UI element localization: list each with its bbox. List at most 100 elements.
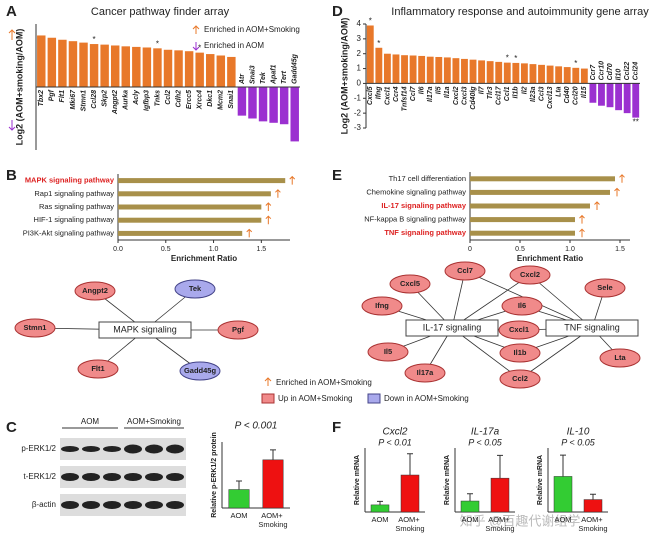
band [61, 473, 79, 481]
bar [121, 46, 130, 87]
bar [606, 83, 614, 108]
category-label: Il5 [436, 86, 443, 94]
bar [598, 83, 605, 106]
gene-node [217, 320, 259, 340]
band [82, 473, 100, 481]
bar [262, 459, 284, 509]
bar [184, 51, 194, 87]
node-label: Cxcl5 [400, 279, 420, 288]
category-label: TNF signaling pathway [384, 228, 467, 237]
bar [486, 61, 494, 84]
y-tick-label: -2 [354, 108, 362, 117]
node-label: Pgf [232, 325, 245, 334]
category-label: IL-17 signaling pathway [381, 201, 466, 210]
panel-label: C [6, 419, 17, 436]
significance: * [156, 39, 159, 48]
category-label: AOM [554, 515, 571, 524]
blot-row: t-ERK1/2 [24, 472, 57, 481]
bar [583, 499, 603, 513]
edge [451, 274, 531, 329]
y-axis-label: Relative mRNA [537, 455, 544, 505]
chart-title: Cancer pathway finder array [91, 6, 230, 18]
panel-label: B [6, 167, 17, 184]
edge [451, 270, 466, 329]
category-label: Angpt2 [112, 90, 119, 115]
node-label: Flt1 [91, 364, 104, 373]
legend-label: Enriched in AOM [204, 41, 264, 50]
gene-node [77, 359, 119, 379]
y-tick-label: 4 [357, 19, 362, 28]
gene-node [74, 281, 116, 301]
bar [632, 83, 640, 118]
gene-node [404, 363, 446, 383]
significance: * [198, 44, 201, 53]
category-label: Ccl20 [573, 86, 580, 105]
y-tick-label: -1 [354, 93, 362, 102]
category-label: Ccl17 [496, 85, 503, 105]
gene-node [174, 279, 216, 299]
gene-node [499, 369, 541, 389]
category-label: Skp2 [101, 90, 108, 107]
node-label: MAPK signaling [113, 324, 177, 334]
bar [383, 53, 391, 84]
category-label: HIF-1 signaling pathway [34, 215, 115, 224]
significance: * [514, 54, 517, 63]
category-label: Tnks [154, 90, 161, 106]
y-axis-label: Relative mRNA [354, 455, 361, 505]
category-label: Ccl3 [538, 86, 545, 101]
legend-swatch [367, 393, 381, 404]
category-label: Mki67 [70, 89, 77, 110]
bar [206, 54, 215, 87]
bar [366, 25, 374, 84]
error-bar [407, 453, 413, 476]
bar [58, 39, 67, 87]
bar [227, 56, 236, 87]
bar [469, 59, 477, 84]
legend-label: Enriched in AOM+Smoking [276, 378, 372, 387]
category-label: Cxcl5 [367, 86, 374, 105]
bar [132, 46, 141, 87]
category-label: Il10 [615, 69, 622, 81]
category-label: Cxcl1 [384, 86, 391, 105]
hub-node [545, 319, 639, 337]
category-label: Cd70 [607, 63, 614, 80]
arrow [264, 377, 272, 386]
arrow [192, 25, 200, 34]
chart-title: Cxcl2 [382, 427, 407, 438]
blot-group: AOM+Smoking [127, 417, 181, 426]
bar [495, 61, 503, 84]
node-label: Angpt2 [82, 286, 108, 295]
significance: * [574, 59, 577, 68]
node-label: Il1b [514, 348, 527, 357]
bar [563, 67, 571, 84]
error-bar [236, 480, 242, 490]
y-axis-label: Relative mRNA [444, 455, 451, 505]
blot-strip [60, 466, 186, 488]
bar [589, 83, 597, 103]
bar [375, 47, 383, 84]
category-label: Tert [281, 70, 288, 84]
category-label: Igfbp3 [144, 90, 151, 111]
hub-node [405, 319, 499, 337]
error-bar [377, 500, 383, 505]
category-label: Atr [239, 73, 246, 85]
arrow [192, 42, 200, 51]
bar [546, 65, 554, 84]
band [145, 473, 163, 481]
x-tick-label: 0 [468, 246, 472, 253]
gene-node [509, 265, 551, 285]
x-tick-label: 0.5 [161, 246, 171, 253]
category-label: Il6 [419, 86, 426, 94]
bar [470, 217, 575, 223]
bar [520, 63, 528, 84]
y-tick-label: 0 [357, 79, 362, 88]
category-label: Il2 [521, 86, 528, 94]
bar [572, 67, 580, 84]
bar [258, 87, 268, 122]
western-blot [60, 427, 186, 516]
bar [418, 55, 426, 84]
bar [470, 203, 590, 209]
category-label: Tek [260, 71, 267, 84]
bar [409, 55, 417, 84]
bar [118, 204, 262, 210]
